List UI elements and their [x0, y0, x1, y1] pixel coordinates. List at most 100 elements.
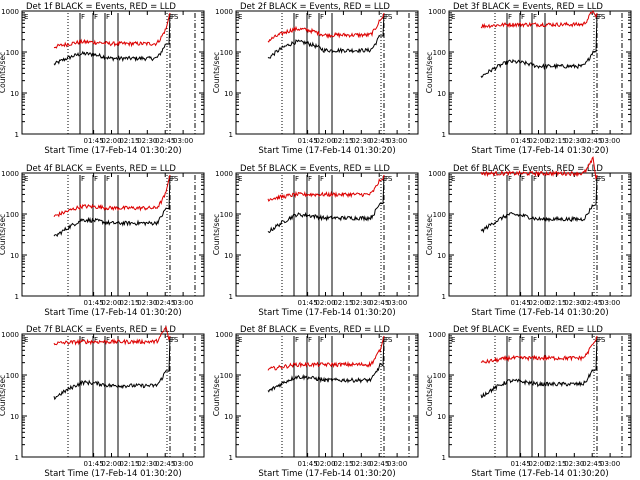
x-tick-label: 02:45	[582, 299, 602, 307]
y-tick-label: 1	[15, 454, 19, 462]
marker-label: S	[174, 13, 179, 21]
x-tick-label: 02:30	[137, 137, 157, 145]
panel-det-3: Det 3f BLACK = Events, RED = LLD 1 10 100 10…	[425, 2, 632, 156]
marker-label: S	[601, 336, 606, 344]
y-tick-label: 10	[224, 90, 233, 98]
series-events-line	[480, 335, 598, 399]
x-axis-label: Start Time (17-Feb-14 01:30:20)	[44, 308, 181, 318]
x-tick-label: 01:45	[298, 299, 318, 307]
x-tick-label: 02:30	[564, 137, 584, 145]
marker-label: E	[238, 175, 242, 183]
x-tick-label: 02:00	[101, 137, 121, 145]
panel-det-1: Det 1f BLACK = Events, RED = LLD 1 10 100 10…	[0, 2, 205, 156]
series-events-line	[267, 335, 385, 393]
x-tick-label: 02:15	[119, 137, 139, 145]
marker-label: F	[308, 175, 312, 183]
y-axis-label: Counts/sec	[0, 214, 7, 255]
x-tick-label: 01:45	[84, 460, 104, 468]
x-axis-label: Start Time (17-Feb-14 01:30:20)	[471, 469, 608, 479]
x-tick-label: 02:45	[582, 460, 602, 468]
panel-det-4: Det 4f BLACK = Events, RED = LLD 1 10 100 10…	[0, 164, 205, 318]
marker-label: F	[106, 13, 110, 21]
x-tick-label: 02:30	[564, 460, 584, 468]
marker-label: F	[521, 336, 525, 344]
x-axis-label: Start Time (17-Feb-14 01:30:20)	[258, 146, 395, 156]
x-axis-label: Start Time (17-Feb-14 01:30:20)	[471, 146, 608, 156]
y-axis-label: Counts/sec	[425, 52, 434, 93]
x-tick-label: 02:45	[369, 137, 389, 145]
x-tick-label: 02:00	[528, 460, 548, 468]
marker-label: E	[451, 175, 455, 183]
panel-title: Det 2f BLACK = Events, RED = LLD	[240, 2, 390, 12]
marker-label: F	[533, 336, 537, 344]
x-tick-label: 02:00	[315, 460, 335, 468]
x-tick-label: 02:30	[351, 299, 371, 307]
panel-title: Det 6f BLACK = Events, RED = LLD	[453, 164, 603, 174]
marker-label: E	[24, 175, 28, 183]
marker-label: F	[385, 175, 389, 183]
series-lld-line	[267, 335, 385, 371]
x-tick-label: 02:15	[119, 460, 139, 468]
plot-frame	[448, 333, 632, 458]
series-events-line	[480, 12, 598, 79]
marker-label: E	[451, 336, 455, 344]
x-tick-label: 02:45	[155, 137, 175, 145]
x-tick-label: 02:00	[528, 299, 548, 307]
x-tick-label: 03:00	[387, 460, 407, 468]
y-tick-label: 100	[6, 211, 19, 219]
series-lld-line	[267, 12, 385, 43]
marker-label: F	[106, 336, 110, 344]
x-tick-label: 02:45	[155, 460, 175, 468]
marker-label: F	[598, 336, 602, 344]
marker-label: F	[320, 13, 324, 21]
series-events-line	[480, 174, 598, 234]
marker-label: F	[521, 13, 525, 21]
y-tick-label: 1000	[215, 8, 233, 16]
x-tick-label: 01:45	[511, 460, 531, 468]
marker-label: F	[171, 336, 175, 344]
y-tick-label: 10	[10, 413, 19, 421]
panel-det-6: Det 6f BLACK = Events, RED = LLD 1 10 100 10…	[425, 156, 632, 318]
x-tick-label: 02:45	[369, 460, 389, 468]
series-lld-line	[480, 156, 598, 180]
x-tick-label: 02:15	[333, 137, 353, 145]
marker-label: F	[533, 13, 537, 21]
marker-label: F	[308, 13, 312, 21]
x-tick-label: 02:30	[137, 460, 157, 468]
panel-title: Det 3f BLACK = Events, RED = LLD	[453, 2, 603, 12]
marker-label: E	[24, 13, 28, 21]
marker-label: F	[94, 175, 98, 183]
x-tick-label: 03:00	[600, 299, 620, 307]
x-tick-label: 03:00	[173, 299, 193, 307]
series-events-line	[267, 12, 385, 59]
y-tick-label: 100	[433, 49, 446, 57]
x-axis-label: Start Time (17-Feb-14 01:30:20)	[471, 308, 608, 318]
x-tick-label: 02:00	[101, 299, 121, 307]
x-tick-label: 02:15	[333, 299, 353, 307]
y-tick-label: 1	[442, 131, 446, 139]
marker-label: F	[171, 13, 175, 21]
y-tick-label: 1000	[428, 170, 446, 178]
x-tick-label: 02:30	[351, 460, 371, 468]
marker-label: S	[388, 336, 393, 344]
series-lld-line	[267, 174, 385, 202]
series-lld-line	[53, 174, 171, 218]
plot-frame	[21, 10, 205, 135]
marker-label: S	[601, 13, 606, 21]
x-tick-label: 02:30	[564, 299, 584, 307]
panel-det-8: Det 8f BLACK = Events, RED = LLD 1 10 100 10…	[212, 325, 419, 479]
x-tick-label: 03:00	[387, 137, 407, 145]
marker-label: F	[81, 13, 85, 21]
panel-title: Det 5f BLACK = Events, RED = LLD	[240, 164, 390, 174]
y-tick-label: 100	[220, 49, 233, 57]
y-tick-label: 1	[442, 293, 446, 301]
y-tick-label: 100	[433, 372, 446, 380]
x-tick-label: 02:15	[333, 460, 353, 468]
series-lld-line	[480, 9, 598, 29]
marker-label: S	[388, 175, 393, 183]
marker-label: F	[295, 13, 299, 21]
y-tick-label: 1	[229, 454, 233, 462]
y-tick-label: 100	[433, 211, 446, 219]
marker-label: F	[508, 336, 512, 344]
